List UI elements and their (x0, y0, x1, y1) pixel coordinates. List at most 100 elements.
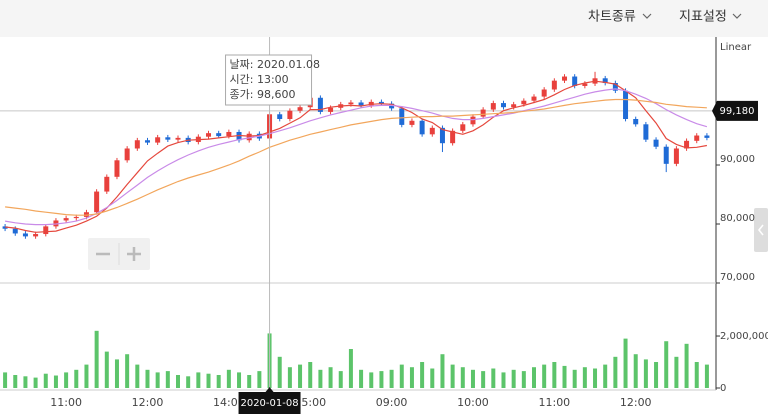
tooltip-box (225, 54, 313, 106)
candle-body (328, 107, 334, 112)
volume-bar (572, 369, 577, 388)
candle-body (653, 139, 659, 147)
volume-bar (440, 354, 445, 388)
candle-body (582, 83, 588, 86)
x-tick-label: 09:00 (376, 396, 408, 409)
candle-body (419, 120, 425, 135)
x-tick-label: 11:00 (538, 396, 570, 409)
scale-label: Linear (720, 42, 752, 53)
moving-average (5, 88, 708, 226)
volume-bar (593, 368, 598, 388)
candle-body (623, 90, 629, 119)
candle-body (94, 191, 100, 213)
candle-body (439, 127, 445, 144)
candle-body (643, 124, 649, 140)
volume-bar (277, 356, 282, 388)
volume-bar (145, 369, 150, 388)
volume-bar (369, 372, 374, 388)
volume-bar (125, 354, 130, 388)
volume-bar (562, 365, 567, 388)
candle-body (511, 104, 517, 108)
tooltip-line: 종가: 98,600 (230, 88, 296, 101)
volume-bar (74, 369, 79, 388)
volume-bar (399, 364, 404, 388)
volume-tick-label: 2,000,000 (720, 331, 768, 342)
candle-body (114, 160, 120, 177)
volume-bar (165, 371, 170, 388)
candle-body (63, 218, 69, 221)
volume-bar (176, 375, 180, 388)
volume-bar (532, 367, 536, 388)
volume-bar (13, 375, 18, 388)
candle-body (572, 76, 578, 86)
volume-bar (450, 364, 455, 388)
volume-bar (104, 351, 109, 388)
volume-bar (135, 364, 140, 388)
candle-body (277, 114, 283, 119)
candle-body (612, 83, 618, 91)
candle-body (389, 103, 395, 109)
candle-body (429, 127, 435, 135)
candle-body (562, 76, 568, 81)
volume-bar (237, 372, 242, 388)
candle-body (73, 216, 79, 219)
candle-body (33, 234, 39, 237)
volume-bar (613, 356, 618, 388)
volume-bar (552, 362, 557, 388)
candle-body (348, 102, 354, 105)
candle-body (206, 133, 212, 137)
side-panel-tab[interactable] (754, 208, 768, 252)
volume-bar (603, 364, 608, 388)
volume-bar (206, 373, 211, 388)
volume-bar (674, 356, 679, 388)
volume-bar (704, 364, 709, 388)
candle-body (500, 103, 506, 108)
volume-bar (338, 371, 343, 388)
candle-body (673, 148, 679, 164)
volume-bar (328, 367, 333, 388)
volume-bar (216, 375, 221, 388)
volume-bar (582, 367, 587, 388)
x-tick-label: 10:00 (457, 396, 489, 409)
volume-bar (643, 359, 648, 388)
toolbar (0, 0, 768, 37)
volume-bar (379, 371, 384, 388)
plot (0, 71, 716, 388)
candle-body (541, 89, 547, 97)
candle-body (368, 101, 374, 106)
crosshair-date: 2020-01-08 (240, 398, 298, 409)
candle-body (480, 109, 486, 117)
candle-body (165, 137, 171, 140)
volume-bar (43, 373, 48, 388)
volume-bar (460, 367, 465, 388)
indicator-settings-menu[interactable]: 지표설정 (679, 10, 727, 25)
y-tick-label: 90,000 (720, 154, 755, 165)
volume-bar (298, 364, 303, 388)
zoom-controls (88, 238, 150, 270)
candle-body (297, 107, 303, 111)
candle-body (155, 137, 161, 143)
candle-body (399, 108, 405, 125)
x-tick-label: 12:00 (620, 396, 652, 409)
volume-bar (308, 362, 313, 388)
volume-bar (348, 349, 353, 388)
candle-body (144, 140, 150, 143)
volume-bar (409, 367, 414, 388)
candle-body (246, 133, 252, 141)
volume-bar (155, 372, 160, 388)
candle-body (684, 140, 690, 149)
x-tick-label: 12:00 (132, 396, 164, 409)
x-tick-label: 11:00 (50, 396, 82, 409)
volume-bar (470, 369, 475, 388)
volume-bar (420, 362, 425, 388)
volume-bar (33, 377, 38, 388)
volume-bar (623, 338, 628, 388)
candle-body (124, 148, 130, 161)
volume-bar (521, 371, 526, 388)
candle-body (134, 140, 140, 149)
candle-body (22, 233, 28, 237)
volume-bar (511, 369, 516, 388)
y-tick-label: 80,000 (720, 213, 755, 224)
chevron (732, 13, 742, 19)
chart-type-menu[interactable]: 차트종류 (588, 10, 636, 25)
